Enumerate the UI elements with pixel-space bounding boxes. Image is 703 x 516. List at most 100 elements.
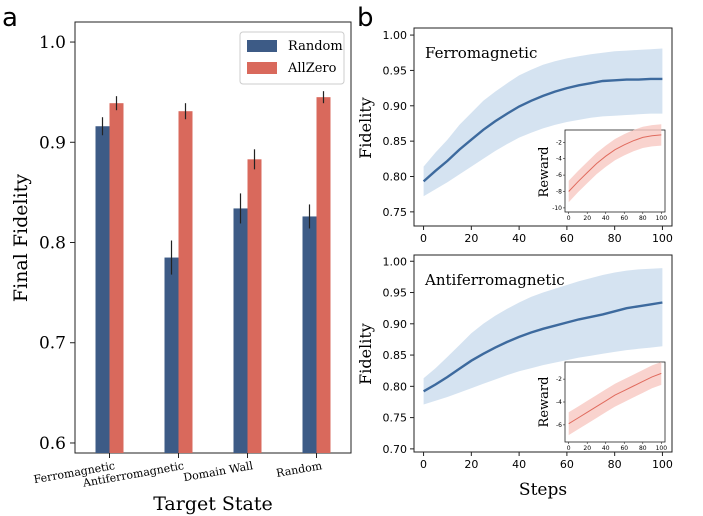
line-chart-bottom-panel: 0.70 0.75 0.80 0.85 0.90 0.95 1.00 0 20 40 60 80 10… xyxy=(356,254,673,500)
x-tick-label: 20 xyxy=(464,232,478,245)
inset-x-tick-label: 40 xyxy=(602,215,610,222)
bar-series xyxy=(95,91,331,454)
y-tick-label: 0.75 xyxy=(383,206,408,219)
x-tick-label: 40 xyxy=(512,232,526,245)
y-tick-label: 0.85 xyxy=(383,349,408,362)
line-bottom-plot xyxy=(423,268,663,405)
legend-label-allzero: AllZero xyxy=(287,61,337,76)
inset-x-tick-label: 40 xyxy=(602,445,610,452)
inset-x-tick-label: 100 xyxy=(656,445,668,452)
inset-y-tick-label: -8 xyxy=(556,189,562,196)
y-tick-label: 0.80 xyxy=(383,380,408,393)
inset-x-tick-label: 20 xyxy=(583,215,591,222)
inset-bottom-x-ticks: 0 20 40 60 80 100 xyxy=(567,442,667,452)
inset-x-tick-label: 20 xyxy=(583,445,591,452)
x-tick-label: 0 xyxy=(420,458,427,471)
x-tick-label: 100 xyxy=(652,458,673,471)
reward-band xyxy=(568,362,662,436)
y-tick-label: 0.80 xyxy=(383,171,408,184)
y-tick-label: 0.85 xyxy=(383,135,408,148)
y-tick-label: 0.90 xyxy=(383,318,408,331)
line-chart-top-panel: 0.75 0.80 0.85 0.90 0.95 1.00 0 20 40 60 80 100 Fe… xyxy=(356,27,673,245)
fidelity-line xyxy=(422,77,663,183)
fidelity-line xyxy=(423,301,663,393)
x-tick-label: 0 xyxy=(420,232,427,245)
bar-y-tick-label: 1.0 xyxy=(39,33,66,53)
fidelity-band xyxy=(423,268,663,405)
inset-x-tick-label: 0 xyxy=(567,445,571,452)
bar-allzero-1 xyxy=(178,111,193,454)
inset-top-plot xyxy=(568,124,662,203)
line-top-y-ticks: 0.75 0.80 0.85 0.90 0.95 1.00 xyxy=(383,29,414,219)
inset-bottom-plot xyxy=(568,362,662,436)
x-tick-label: 80 xyxy=(608,232,622,245)
inset-x-tick-label: 60 xyxy=(620,215,628,222)
inset-x-tick-label: 0 xyxy=(567,215,571,222)
inset-y-tick-label: -4 xyxy=(556,399,562,406)
y-tick-label: 0.70 xyxy=(383,443,408,456)
y-tick-label: 1.00 xyxy=(383,29,408,42)
bar-plot-frame xyxy=(74,21,352,454)
bar-y-axis-label: Final Fidelity xyxy=(10,174,32,302)
inset-x-tick-label: 80 xyxy=(639,445,647,452)
inset-y-tick-label: -2 xyxy=(556,139,562,146)
inset-bottom-y-ticks: -6 -4 -2 xyxy=(556,376,565,429)
bar-random-2 xyxy=(233,208,248,453)
line-top-y-axis-label: Fidelity xyxy=(356,97,375,159)
bar-legend: Random AllZero xyxy=(239,31,345,85)
x-tick-label: 60 xyxy=(560,458,574,471)
y-tick-label: 1.00 xyxy=(383,255,408,268)
inset-top-y-label: Reward xyxy=(537,147,552,198)
reward-inset-top: -10 -8 -6 -4 -2 0 20 40 60 80 100 Reward xyxy=(537,124,667,222)
inset-y-tick-label: -10 xyxy=(552,205,562,212)
inset-x-tick-label: 80 xyxy=(639,215,647,222)
bar-y-tick-label: 0.9 xyxy=(39,133,66,153)
line-bottom-frame xyxy=(413,254,673,453)
y-tick-label: 0.95 xyxy=(383,287,408,300)
line-bottom-y-ticks: 0.70 0.75 0.80 0.85 0.90 0.95 1.00 xyxy=(383,255,414,456)
bar-allzero-2 xyxy=(247,159,262,453)
fidelity-band xyxy=(423,48,663,197)
inset-y-tick-label: -6 xyxy=(556,422,562,429)
inset-y-tick-label: -6 xyxy=(556,172,562,179)
legend-swatch-allzero xyxy=(247,62,277,74)
inset-bottom-y-label: Reward xyxy=(537,377,552,428)
inset-y-tick-label: -2 xyxy=(556,376,562,383)
reward-line xyxy=(568,134,662,192)
reward-line xyxy=(568,372,662,425)
bar-allzero-3 xyxy=(316,97,331,454)
line-top-frame xyxy=(413,27,673,227)
legend-swatch-random xyxy=(247,40,277,52)
y-tick-label: 0.95 xyxy=(383,64,408,77)
legend-label-random: Random xyxy=(288,39,343,54)
reward-inset-bottom: -6 -4 -2 0 20 40 60 80 100 Reward xyxy=(537,361,667,452)
line-top-x-ticks: 0 20 40 60 80 100 xyxy=(420,226,673,245)
line-bottom-x-ticks: 0 20 40 60 80 100 xyxy=(420,452,673,471)
bar-y-tick-label: 0.7 xyxy=(39,334,66,354)
bar-allzero-0 xyxy=(109,103,124,454)
inset-y-tick-label: -4 xyxy=(556,156,562,163)
bar-random-0 xyxy=(95,126,110,454)
bar-x-tick-label: Domain Wall xyxy=(182,459,254,484)
line-bottom-x-axis-label: Steps xyxy=(519,480,567,500)
x-tick-label: 100 xyxy=(652,232,673,245)
bar-y-tick-label: 0.6 xyxy=(39,434,66,454)
inset-x-tick-label: 60 xyxy=(620,445,628,452)
inset-top-y-ticks: -10 -8 -6 -4 -2 xyxy=(552,139,565,212)
x-tick-label: 80 xyxy=(608,458,622,471)
panel-label-b: b xyxy=(357,3,374,33)
line-top-plot xyxy=(422,48,663,197)
bar-y-ticks: 0.6 0.7 0.8 0.9 1.0 xyxy=(39,33,75,454)
line-bottom-annotation: Antiferromagnetic xyxy=(424,271,565,289)
y-tick-label: 0.90 xyxy=(383,100,408,113)
line-bottom-y-axis-label: Fidelity xyxy=(356,323,375,385)
x-tick-label: 60 xyxy=(560,232,574,245)
x-tick-label: 20 xyxy=(464,458,478,471)
bar-random-3 xyxy=(302,216,317,453)
bar-random-1 xyxy=(164,257,179,453)
reward-band xyxy=(568,124,662,203)
panel-label-a: a xyxy=(2,3,18,33)
bar-x-tick-label: Random xyxy=(275,459,323,480)
